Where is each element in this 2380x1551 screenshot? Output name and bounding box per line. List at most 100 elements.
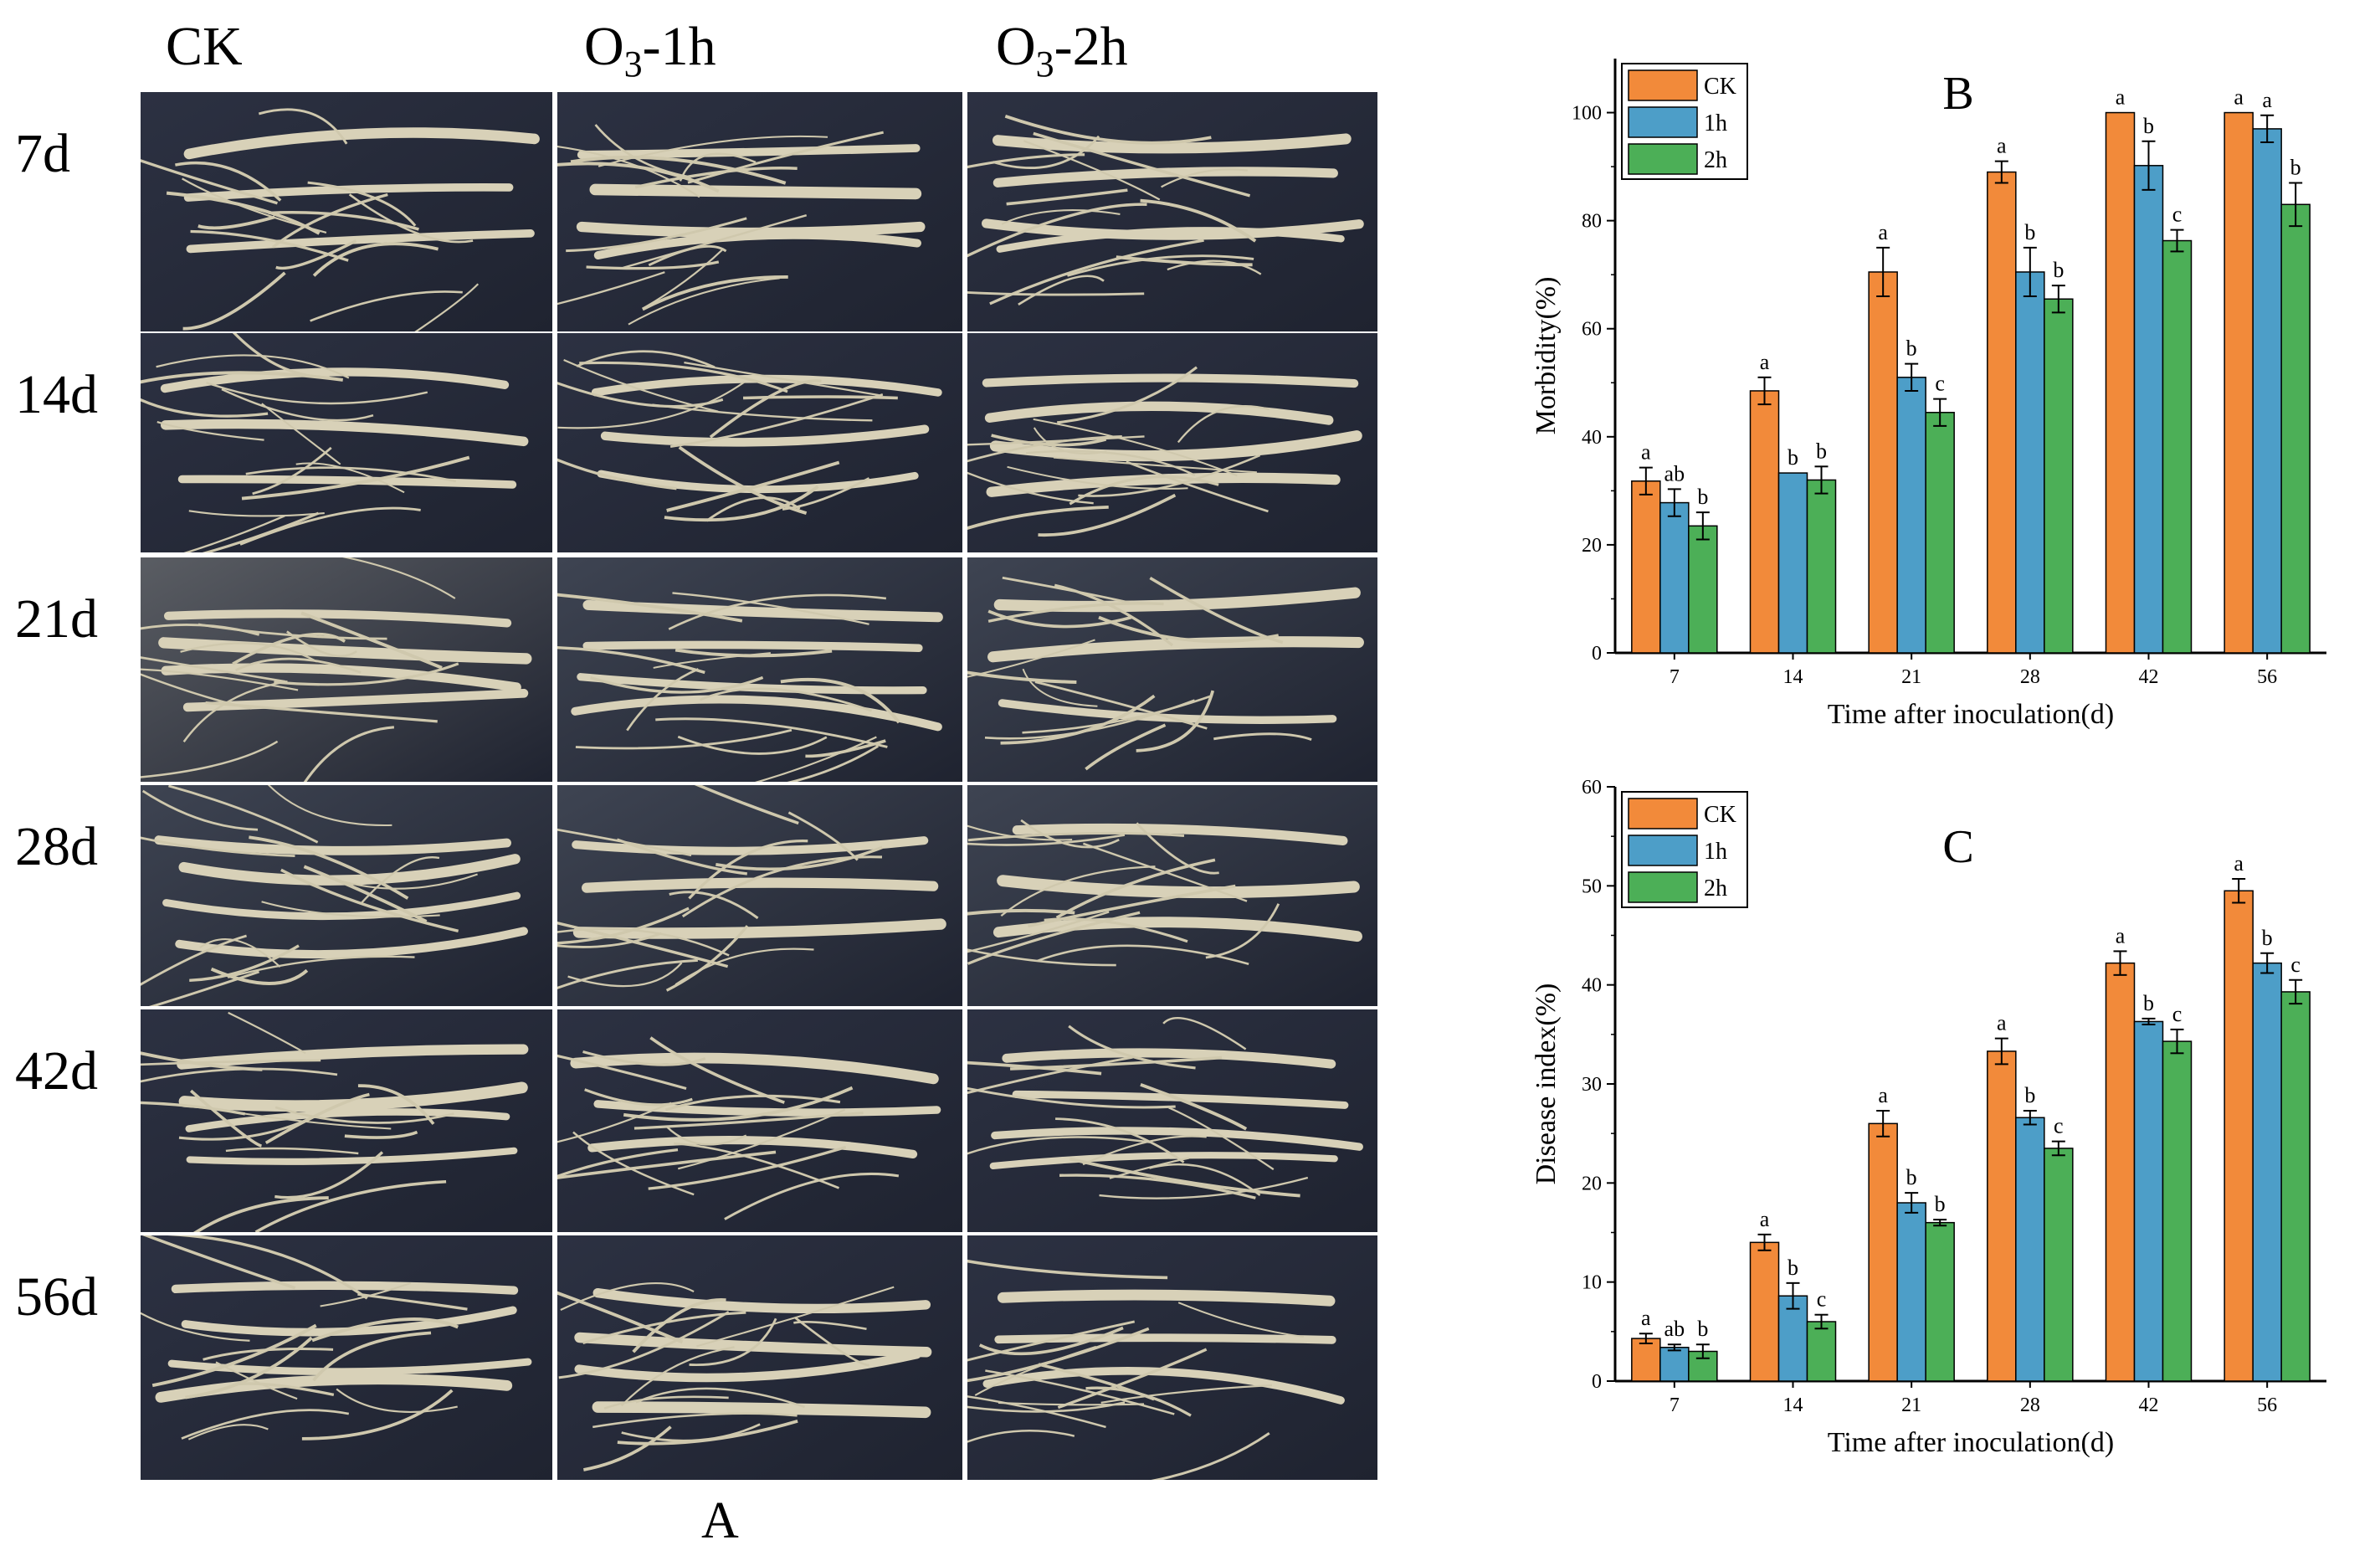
legend-swatch xyxy=(1628,69,1698,101)
significance-letter: b xyxy=(1906,1165,1917,1189)
root-photo xyxy=(557,92,962,331)
bar-CK xyxy=(2105,111,2136,654)
y-tick-label: 10 xyxy=(1582,1272,1602,1294)
root-photo xyxy=(141,333,552,552)
legend-swatch xyxy=(1628,798,1698,829)
bar-1h xyxy=(1896,377,1926,654)
row-label: 42d xyxy=(15,1040,98,1102)
significance-letter: a xyxy=(2234,85,2244,110)
significance-letter: a xyxy=(2116,85,2126,110)
bar-1h xyxy=(2015,271,2045,654)
bar-CK xyxy=(1631,1338,1661,1382)
y-axis-label: Disease index(%) xyxy=(1531,983,1562,1185)
y-tick-label: 20 xyxy=(1582,535,1602,557)
bar-CK xyxy=(2105,962,2136,1382)
bar-CK xyxy=(1749,390,1780,654)
bar-2h xyxy=(1925,412,1955,654)
x-tick-label: 42 xyxy=(2139,1394,2159,1416)
significance-letter: a xyxy=(1760,1207,1770,1231)
y-tick-label: 40 xyxy=(1582,975,1602,997)
legend-label: 1h xyxy=(1704,839,1727,865)
x-tick-label: 28 xyxy=(2020,666,2040,688)
bar-1h xyxy=(1896,1202,1926,1382)
bar-1h xyxy=(2133,165,2164,654)
x-tick-label: 21 xyxy=(1901,1394,1921,1416)
significance-letter: c xyxy=(1935,372,1945,396)
significance-letter: b xyxy=(1935,1192,1946,1216)
x-tick-label: 56 xyxy=(2257,1394,2277,1416)
column-header: O3-2h xyxy=(996,16,1128,85)
y-tick-label: 20 xyxy=(1582,1173,1602,1194)
significance-letter: b xyxy=(1788,445,1798,470)
y-tick-label: 60 xyxy=(1582,319,1602,341)
bar-1h xyxy=(2133,1020,2164,1382)
row-label: 21d xyxy=(15,588,98,650)
bar-2h xyxy=(2162,1040,2193,1382)
significance-letter: b xyxy=(2143,991,2154,1015)
x-tick-label: 7 xyxy=(1670,1394,1680,1416)
bar-CK xyxy=(1868,271,1898,654)
root-photo xyxy=(141,557,552,782)
y-tick-label: 80 xyxy=(1582,211,1602,233)
significance-letter: b xyxy=(1816,439,1827,463)
y-tick-label: 60 xyxy=(1582,777,1602,799)
morbidity-bar-chart: 0 20 40 60 80 100 a ab b 7 a b b 14 a b c 21 a b b 28 a b c 42 a a b… xyxy=(1490,33,2380,753)
significance-letter: a xyxy=(2234,851,2244,876)
x-tick-label: 14 xyxy=(1783,666,1803,688)
legend-label: 2h xyxy=(1704,147,1727,173)
root-photo xyxy=(557,1235,962,1480)
bar-CK xyxy=(1987,1050,2017,1382)
bar-CK xyxy=(2224,890,2254,1382)
bar-2h xyxy=(1806,1321,1837,1382)
significance-letter: c xyxy=(2172,203,2183,227)
significance-letter: b xyxy=(1697,1317,1708,1341)
significance-letter: c xyxy=(2290,953,2300,977)
y-tick-label: 40 xyxy=(1582,427,1602,449)
row-label: 56d xyxy=(15,1266,98,1328)
bar-2h xyxy=(2280,203,2311,654)
bar-CK xyxy=(2224,111,2254,654)
significance-letter: b xyxy=(2290,155,2301,179)
panel-a-label: A xyxy=(701,1492,739,1549)
bar-1h xyxy=(2252,962,2282,1382)
significance-letter: b xyxy=(2262,926,2273,950)
y-axis-label: Morbidity(%) xyxy=(1531,277,1562,435)
significance-letter: b xyxy=(2053,258,2064,282)
legend-label: CK xyxy=(1704,74,1736,100)
legend-swatch xyxy=(1628,143,1698,175)
root-photo xyxy=(557,1009,962,1232)
bar-CK xyxy=(1987,171,2017,654)
root-photo xyxy=(967,785,1377,1006)
bar-1h xyxy=(1659,501,1690,654)
row-label: 14d xyxy=(15,364,98,425)
bar-2h xyxy=(2044,298,2074,654)
x-tick-label: 42 xyxy=(2139,666,2159,688)
row-label: 7d xyxy=(15,123,70,184)
y-tick-label: 50 xyxy=(1582,876,1602,897)
bar-1h xyxy=(1659,1347,1690,1382)
panel-letter: C xyxy=(1942,821,1973,873)
y-tick-label: 0 xyxy=(1592,1371,1602,1393)
bar-CK xyxy=(1868,1122,1898,1382)
bar-2h xyxy=(2044,1148,2074,1382)
root-photo xyxy=(141,1009,552,1232)
y-tick-label: 100 xyxy=(1572,103,1602,125)
root-photo xyxy=(967,333,1377,552)
bar-1h xyxy=(2015,1117,2045,1382)
significance-letter: a xyxy=(2116,923,2126,948)
disease-index-bar-chart: 0 10 20 30 40 50 60 a ab b 7 a b c 14 a b b 21 a b c 28 a b c 42 a b… xyxy=(1490,770,2380,1523)
column-header: CK xyxy=(166,16,243,77)
significance-letter: a xyxy=(1641,440,1651,465)
bar-CK xyxy=(1749,1241,1780,1382)
significance-letter: b xyxy=(2143,114,2154,138)
column-header: O3-1h xyxy=(584,16,716,85)
bar-2h xyxy=(2280,991,2311,1382)
x-tick-label: 56 xyxy=(2257,666,2277,688)
significance-letter: b xyxy=(2024,220,2035,244)
root-photo xyxy=(967,92,1377,331)
significance-letter: a xyxy=(1997,1011,2007,1035)
significance-letter: b xyxy=(2024,1083,2035,1107)
legend-swatch xyxy=(1628,106,1698,138)
x-tick-label: 28 xyxy=(2020,1394,2040,1416)
significance-letter: a xyxy=(1997,134,2007,158)
